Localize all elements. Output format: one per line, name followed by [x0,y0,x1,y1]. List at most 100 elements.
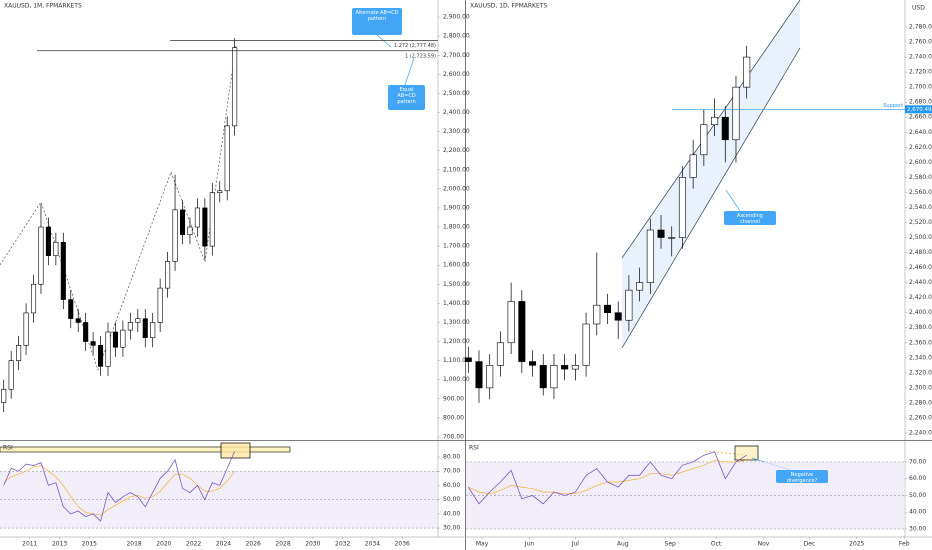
level-label: 1.272 (2,777.48) [394,43,436,49]
y-tick-label: 700.00 [443,433,464,440]
candle-body [90,341,96,346]
candle-body [172,209,178,262]
rsi-tick-label: 50.00 [909,492,926,499]
candle-body [75,318,81,323]
y-tick-label: 800.00 [443,414,464,421]
candle-body [209,192,215,247]
y-tick-label: 2,200.00 [443,147,470,154]
rsi-line [467,451,747,505]
y-tick-label: 2,560.00 [909,189,932,196]
candle-body [529,361,537,366]
candle-body [135,318,141,323]
y-tick-label: 2,900.00 [443,14,470,21]
y-tick-label: 2,620.00 [909,144,932,151]
x-tick-label: May [476,541,489,548]
candle-body [743,56,751,88]
candle-body [518,301,526,362]
y-tick-label: 2,480.00 [909,249,932,256]
y-tick-label: 2,700.00 [909,84,932,91]
rsi-tick-label: 70.00 [443,468,460,475]
y-tick-label: 2,400.00 [909,309,932,316]
candle-body [582,323,590,366]
y-tick-label: 2,280.00 [909,399,932,406]
x-tick-label: Sep [665,541,677,548]
callout-pointer [376,34,392,48]
y-tick-label: 1,100.00 [443,357,470,364]
candle-body [83,322,89,342]
y-tick-label: 1,800.00 [443,224,470,231]
y-tick-label: 2,740.00 [909,54,932,61]
y-tick-label: 2,240.00 [909,430,932,437]
y-tick-label: 2,600.00 [909,159,932,166]
candle-body [38,226,44,285]
support-price-box [905,105,932,114]
candle-body [550,365,558,389]
candle-body [464,357,472,362]
x-tick-label: Jul [571,541,580,548]
callout: Ascending channel [724,211,776,225]
x-tick-label: 2015 [82,541,97,548]
candle-body [16,345,22,361]
rsi-label: RSI [3,445,13,452]
rsi-label: RSI [469,445,479,452]
divergence-box [734,445,759,461]
x-tick-label: 2028 [275,541,290,548]
y-tick-label: 900.00 [443,395,464,402]
y-tick-label: 2,640.00 [909,129,932,136]
candle-body [120,329,126,348]
level-label: 1 (2,723.59) [405,53,436,59]
x-tick-label: 2020 [156,541,171,548]
candle-body [150,322,156,339]
y-tick-label: 2,320.00 [909,369,932,376]
candle-body [593,304,601,325]
candle-body [614,312,622,321]
y-tick-label: 2,400.00 [443,109,470,116]
y-tick-label: 2,700.00 [443,52,470,59]
x-tick-label: Dec [804,541,816,548]
candle-body [657,229,665,238]
candle-body [603,304,612,314]
rsi-tick-label: 60.00 [909,475,926,482]
y-tick-label: 2,340.00 [909,354,932,361]
y-tick-label: 2,260.00 [909,414,932,421]
candle-body [187,226,193,235]
x-tick-label: 2024 [216,541,231,548]
candle-body [8,360,14,390]
rsi-tick-label: 50.00 [443,496,460,503]
x-tick-label: 2032 [335,541,350,548]
y-tick-label: 2,680.00 [909,99,932,106]
y-tick-label: 1,400.00 [443,300,470,307]
abcd-pattern [0,44,237,371]
rsi-tick-label: 40.00 [443,510,460,517]
candle-body [636,282,644,291]
y-tick-label: 2,500.00 [909,234,932,241]
rsi-line [3,451,235,522]
candle-body [112,331,118,348]
candle-body [496,342,504,366]
y-tick-label: 2,600.00 [443,71,470,78]
callout: Alternate AB=CD pattern [352,8,402,35]
candle-body [224,125,230,192]
candle-body [689,154,697,178]
candle-body [179,209,186,235]
channel-upper [621,0,801,259]
candle-body [165,261,171,289]
y-tick-label: 2,380.00 [909,324,932,331]
candle-body [232,47,238,127]
x-tick-label: 2013 [52,541,67,548]
candle-body [157,287,163,323]
y-tick-label: 1,700.00 [443,243,470,250]
y-tick-label: 2,300.00 [443,128,470,135]
candle-body [668,237,676,239]
chart-title: XAUUSD, 1M, FPMARKETS [4,3,82,10]
callout-pointer [725,189,741,212]
candle-body [105,331,111,367]
y-tick-label: 2,760.00 [909,39,932,46]
y-tick-label: 2,780.00 [909,23,932,30]
rsi-tick-label: 30.00 [443,525,460,532]
x-tick-label: 2011 [22,541,37,548]
y-tick-label: 2,420.00 [909,294,932,301]
callout: Equal AB=CD pattern [388,85,425,110]
candle-body [507,301,515,344]
